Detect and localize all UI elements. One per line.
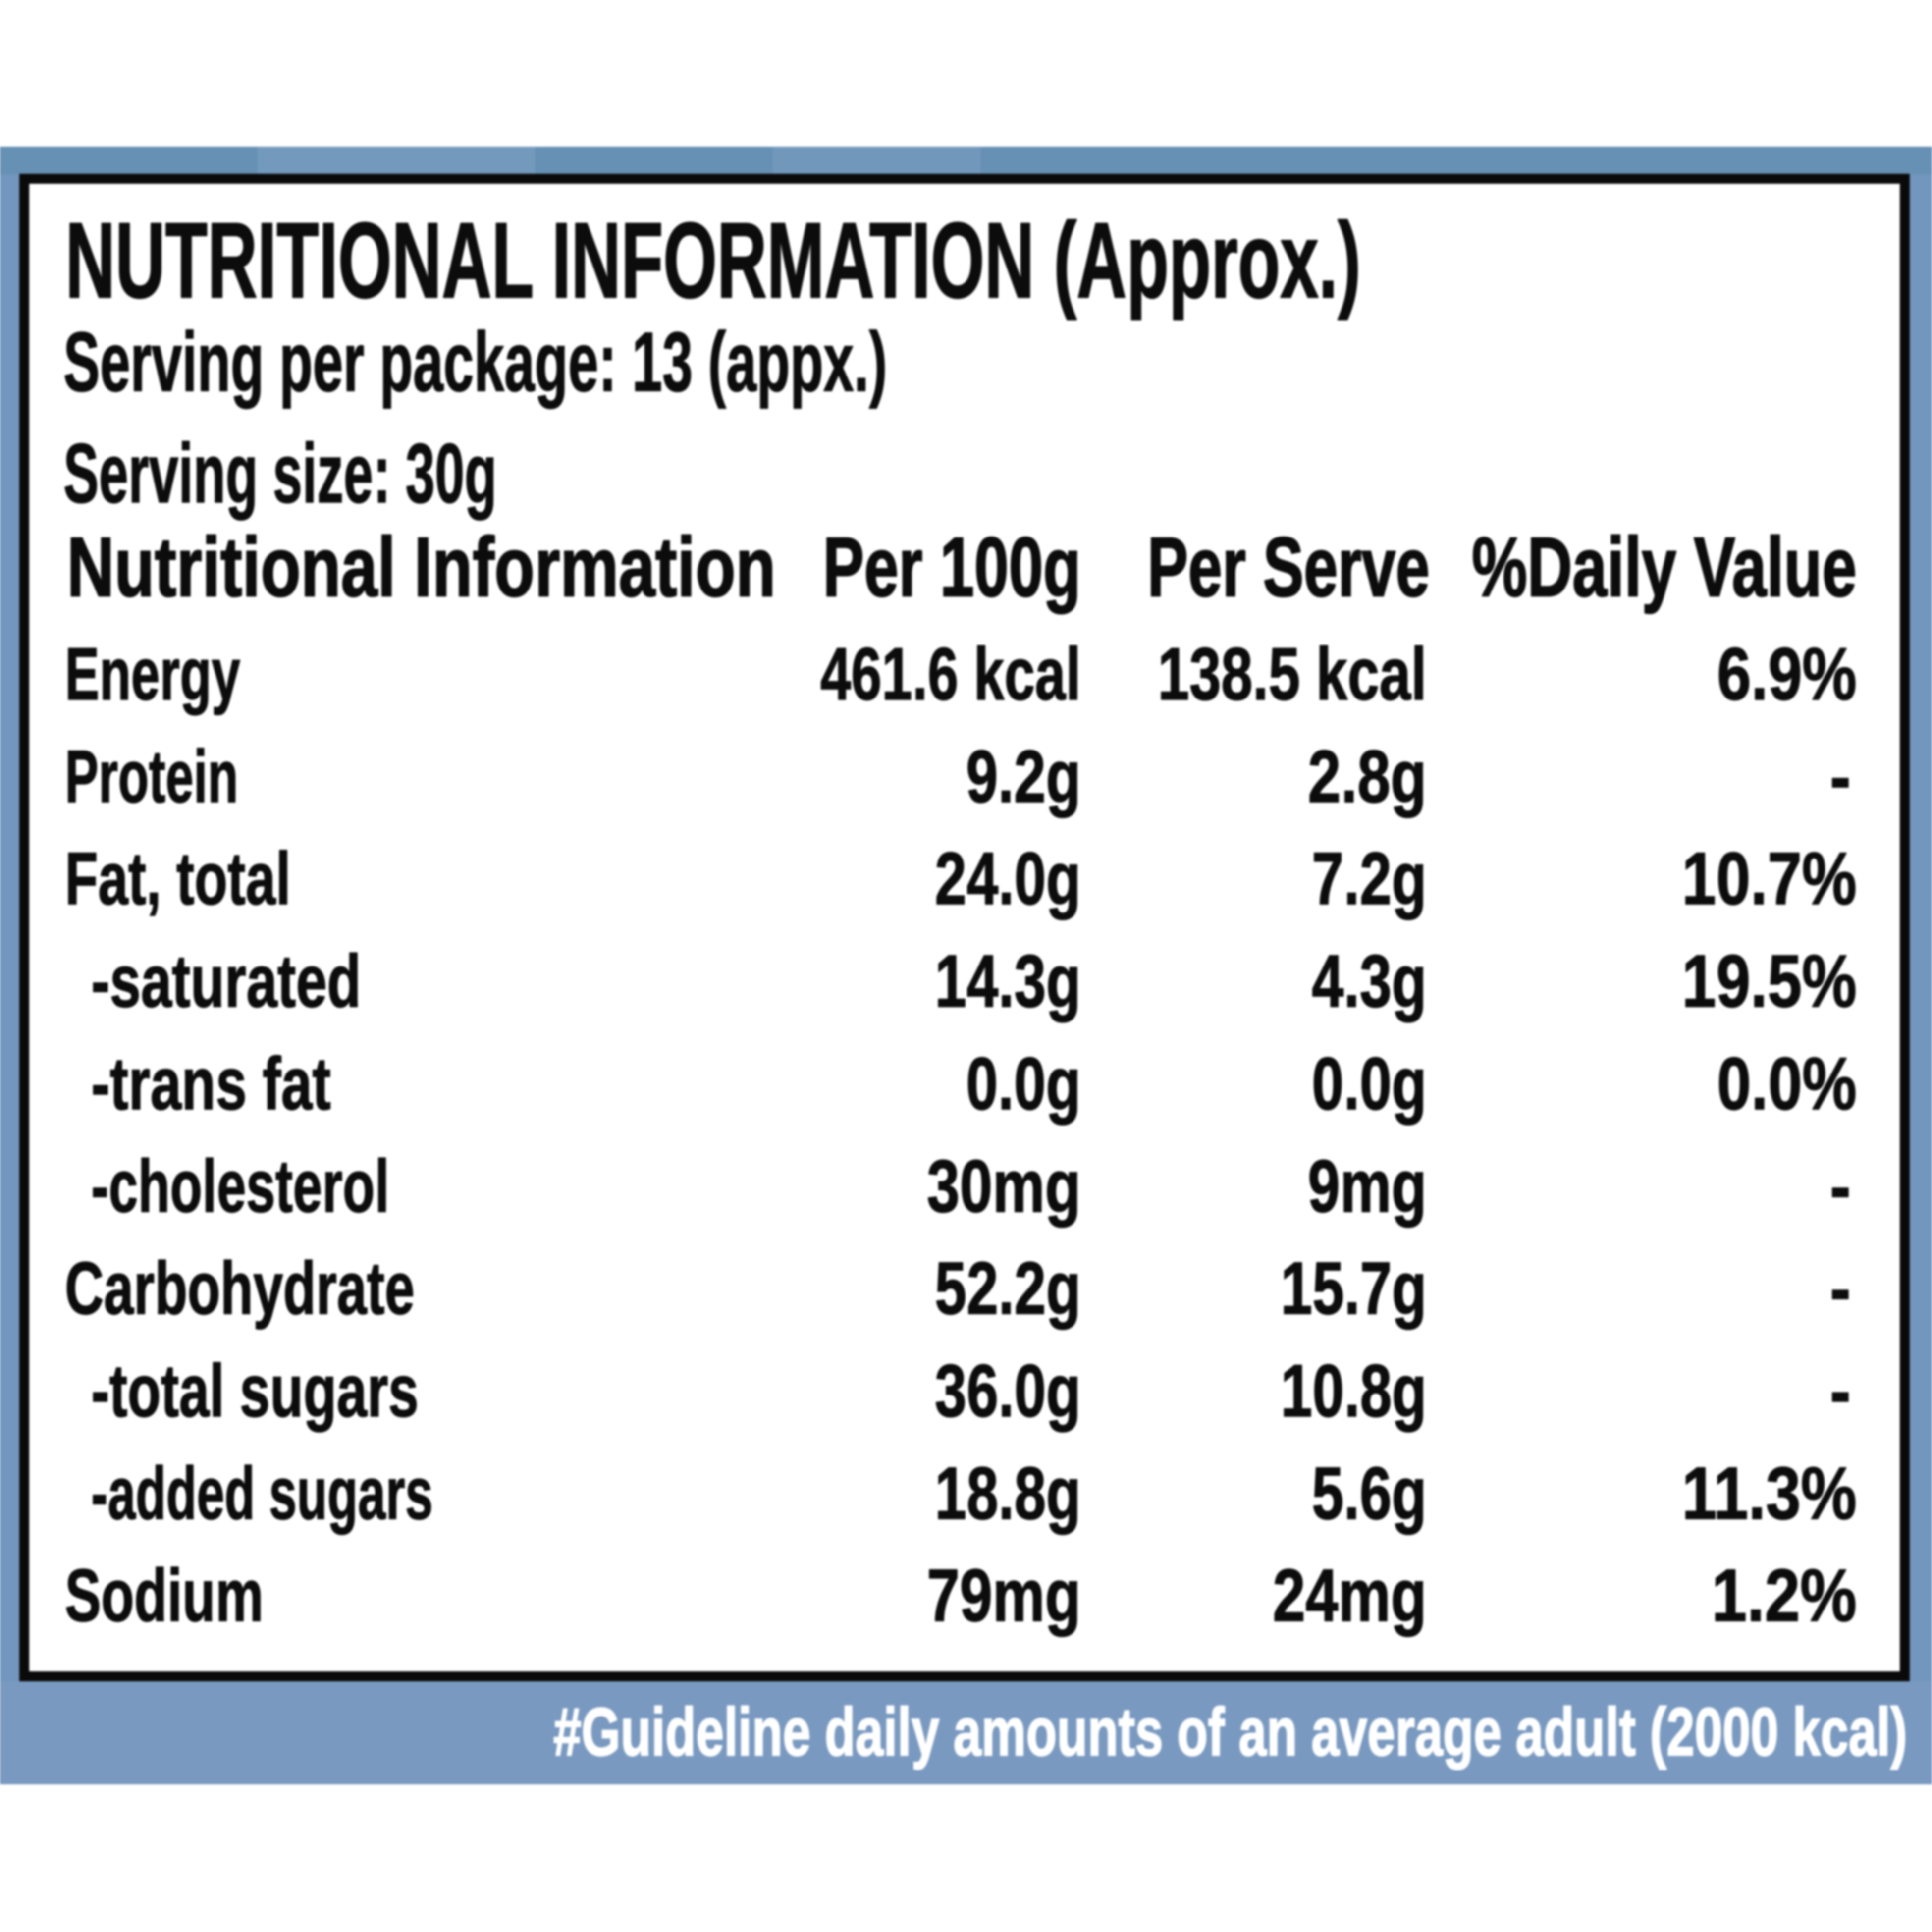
svg-text:Sodium: Sodium bbox=[65, 1554, 264, 1637]
svg-text:1.2%: 1.2% bbox=[1712, 1554, 1857, 1637]
svg-text:6.9%: 6.9% bbox=[1717, 632, 1857, 715]
svg-text:Per Serve: Per Serve bbox=[1147, 520, 1430, 614]
svg-text:Nutritional Information: Nutritional Information bbox=[67, 520, 776, 614]
svg-text:Per 100g: Per 100g bbox=[823, 520, 1081, 614]
svg-text:9mg: 9mg bbox=[1308, 1144, 1427, 1228]
svg-text:5.6g: 5.6g bbox=[1312, 1451, 1427, 1535]
svg-text:-trans fat: -trans fat bbox=[91, 1042, 331, 1125]
svg-text:10.8g: 10.8g bbox=[1281, 1349, 1427, 1432]
svg-text:24mg: 24mg bbox=[1273, 1554, 1427, 1637]
svg-text:15.7g: 15.7g bbox=[1281, 1246, 1427, 1330]
svg-text:-: - bbox=[1830, 1144, 1851, 1228]
svg-text:NUTRITIONAL INFORMATION (Appro: NUTRITIONAL INFORMATION (Approx.) bbox=[65, 200, 1361, 320]
svg-text:14.3g: 14.3g bbox=[935, 939, 1081, 1022]
svg-text:18.8g: 18.8g bbox=[935, 1451, 1081, 1535]
svg-text:Carbohydrate: Carbohydrate bbox=[65, 1246, 415, 1330]
svg-text:-cholesterol: -cholesterol bbox=[91, 1144, 389, 1228]
svg-text:Serving size: 30g: Serving size: 30g bbox=[63, 427, 497, 521]
svg-text:#Guideline daily amounts of an: #Guideline daily amounts of an average a… bbox=[553, 1694, 1907, 1770]
svg-text:19.5%: 19.5% bbox=[1682, 939, 1857, 1022]
svg-text:461.6 kcal: 461.6 kcal bbox=[820, 632, 1081, 715]
svg-text:%Daily Value: %Daily Value bbox=[1472, 520, 1857, 614]
svg-text:-saturated: -saturated bbox=[91, 939, 361, 1022]
svg-text:10.7%: 10.7% bbox=[1682, 837, 1857, 920]
svg-text:52.2g: 52.2g bbox=[935, 1246, 1081, 1330]
svg-text:2.8g: 2.8g bbox=[1308, 735, 1427, 818]
svg-text:-: - bbox=[1830, 735, 1851, 818]
svg-text:Fat, total: Fat, total bbox=[65, 837, 291, 920]
svg-text:Serving per package: 13 (appx.: Serving per package: 13 (appx.) bbox=[63, 315, 887, 409]
svg-text:Protein: Protein bbox=[65, 735, 238, 818]
svg-text:30mg: 30mg bbox=[927, 1144, 1081, 1228]
svg-text:0.0%: 0.0% bbox=[1717, 1042, 1857, 1125]
svg-text:11.3%: 11.3% bbox=[1682, 1451, 1857, 1535]
svg-text:-: - bbox=[1830, 1246, 1851, 1330]
svg-text:-total sugars: -total sugars bbox=[91, 1349, 419, 1432]
svg-text:0.0g: 0.0g bbox=[966, 1042, 1081, 1125]
svg-text:7.2g: 7.2g bbox=[1312, 837, 1427, 920]
svg-text:24.0g: 24.0g bbox=[935, 837, 1081, 920]
svg-text:-added sugars: -added sugars bbox=[91, 1451, 433, 1535]
svg-text:138.5 kcal: 138.5 kcal bbox=[1158, 632, 1427, 715]
svg-text:0.0g: 0.0g bbox=[1312, 1042, 1427, 1125]
svg-text:-: - bbox=[1830, 1349, 1851, 1432]
svg-text:Energy: Energy bbox=[65, 632, 240, 715]
svg-text:9.2g: 9.2g bbox=[966, 735, 1081, 818]
svg-text:36.0g: 36.0g bbox=[935, 1349, 1081, 1432]
svg-text:4.3g: 4.3g bbox=[1312, 939, 1427, 1022]
svg-text:79mg: 79mg bbox=[927, 1554, 1081, 1637]
